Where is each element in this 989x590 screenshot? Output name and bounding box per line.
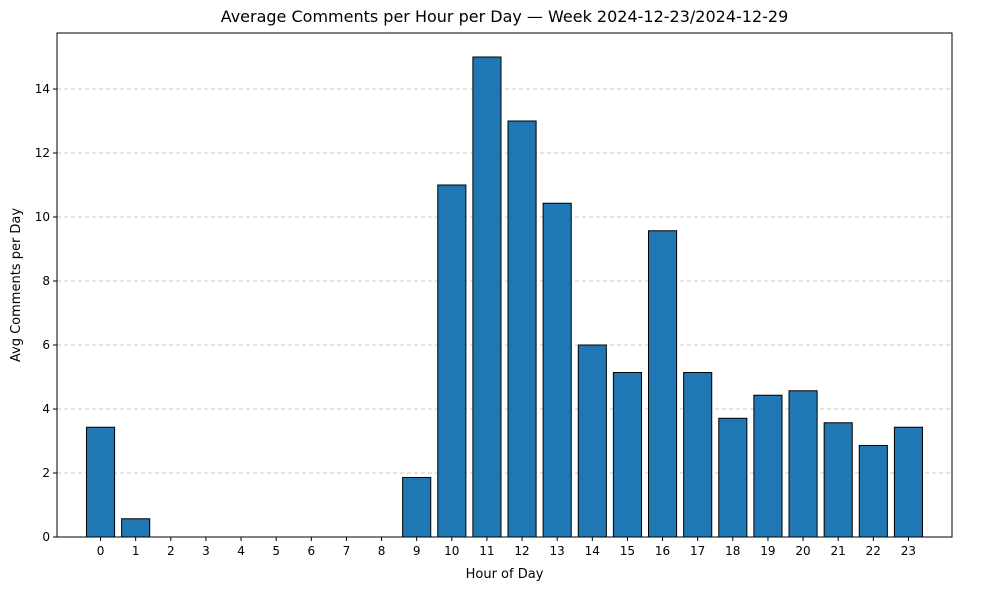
grid-lines [57, 88, 952, 474]
x-tick-label: 10 [444, 544, 459, 558]
x-tick-label: 22 [866, 544, 881, 558]
bar-hour-12 [507, 120, 537, 538]
x-tick-label: 20 [795, 544, 810, 558]
bar-hour-15 [612, 372, 642, 538]
bar-hour-23 [893, 426, 923, 538]
bar-hour-20 [788, 390, 818, 538]
bar-hour-11 [472, 56, 502, 538]
x-tick-label: 3 [202, 544, 210, 558]
bar-hour-21 [823, 422, 853, 538]
y-tick-label: 6 [42, 338, 50, 352]
bar-hour-17 [683, 372, 713, 538]
x-tick-label: 2 [167, 544, 175, 558]
bar-hour-9 [402, 476, 432, 538]
x-tick-label: 1 [132, 544, 140, 558]
x-tick-label: 23 [901, 544, 916, 558]
x-tick-label: 0 [97, 544, 105, 558]
y-axis-ticks: 0 2 4 6 8 10 12 14 [35, 82, 57, 544]
x-axis-ticks: 0 1 2 3 4 5 6 7 8 9 10 11 12 13 14 15 16 17 18 19 20 21 22 23 [97, 537, 916, 558]
x-tick-label: 12 [514, 544, 529, 558]
chart-title: Average Comments per Hour per Day — Week… [221, 7, 789, 26]
x-tick-label: 21 [831, 544, 846, 558]
y-tick-label: 12 [35, 146, 50, 160]
x-tick-label: 8 [378, 544, 386, 558]
y-tick-label: 8 [42, 274, 50, 288]
y-axis-title: Avg Comments per Day [9, 208, 24, 363]
y-tick-label: 4 [42, 402, 50, 416]
bar-hour-19 [753, 394, 783, 538]
bar-hour-13 [542, 202, 572, 538]
y-tick-label: 2 [42, 466, 50, 480]
x-tick-label: 17 [690, 544, 705, 558]
y-tick-label: 14 [35, 82, 50, 96]
x-tick-label: 9 [413, 544, 421, 558]
bar-hour-14 [577, 344, 607, 538]
bar-hour-16 [648, 230, 678, 538]
x-tick-label: 18 [725, 544, 740, 558]
x-tick-label: 5 [272, 544, 280, 558]
bar-hour-22 [858, 444, 888, 538]
x-tick-label: 6 [307, 544, 315, 558]
y-tick-label: 0 [42, 530, 50, 544]
y-tick-label: 10 [35, 210, 50, 224]
x-tick-label: 4 [237, 544, 245, 558]
bars [86, 56, 923, 538]
x-tick-label: 16 [655, 544, 670, 558]
x-tick-label: 13 [550, 544, 565, 558]
x-tick-label: 14 [585, 544, 600, 558]
x-tick-label: 19 [760, 544, 775, 558]
bar-hour-0 [86, 426, 116, 538]
x-tick-label: 15 [620, 544, 635, 558]
bar-hour-18 [718, 417, 748, 538]
x-tick-label: 7 [343, 544, 351, 558]
x-axis-title: Hour of Day [466, 567, 544, 582]
x-tick-label: 11 [479, 544, 494, 558]
bar-hour-10 [437, 184, 467, 538]
plot-frame [56, 32, 953, 538]
bar-hour-1 [121, 518, 151, 538]
